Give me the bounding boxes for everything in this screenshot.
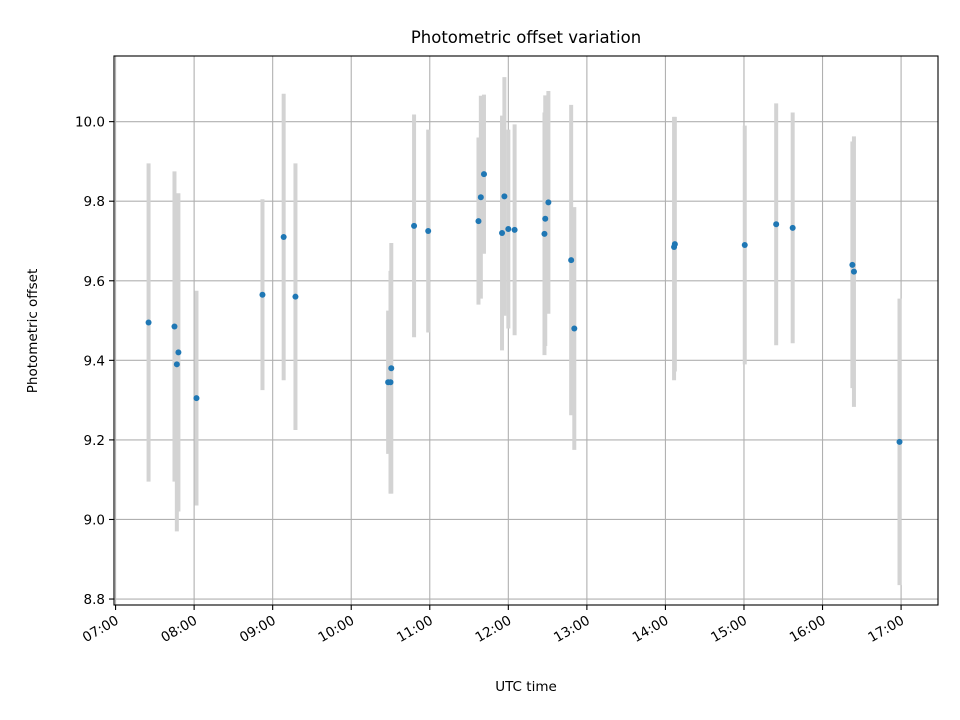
y-tick-label: 9.0 bbox=[84, 512, 105, 528]
data-point-31 bbox=[849, 261, 856, 268]
data-point-25 bbox=[571, 325, 578, 332]
data-point-10 bbox=[387, 379, 394, 386]
data-points bbox=[145, 171, 903, 445]
y-axis: 8.8 9.0 9.2 9.4 9.6 9.8 10.0 bbox=[75, 115, 114, 608]
y-tick-label: 10.0 bbox=[75, 115, 105, 131]
data-point-27 bbox=[671, 241, 678, 248]
data-point-4 bbox=[175, 349, 182, 356]
data-point-13 bbox=[425, 228, 432, 235]
data-point-24 bbox=[568, 257, 575, 264]
data-point-16 bbox=[480, 171, 487, 178]
data-point-22 bbox=[542, 215, 549, 222]
data-point-14 bbox=[475, 218, 482, 225]
data-point-17 bbox=[499, 230, 506, 237]
data-point-1 bbox=[145, 319, 152, 326]
chart-title: Photometric offset variation bbox=[411, 28, 641, 47]
data-point-11 bbox=[388, 365, 395, 372]
data-point-33 bbox=[896, 438, 903, 445]
data-point-19 bbox=[505, 226, 512, 233]
data-point-8 bbox=[292, 293, 299, 300]
data-point-29 bbox=[773, 221, 780, 228]
data-point-21 bbox=[541, 230, 548, 237]
data-point-23 bbox=[545, 199, 552, 206]
data-point-6 bbox=[259, 291, 266, 298]
data-point-20 bbox=[511, 226, 518, 233]
data-point-18 bbox=[501, 193, 508, 200]
data-point-3 bbox=[173, 361, 180, 368]
data-point-30 bbox=[789, 224, 796, 231]
x-axis-label: UTC time bbox=[495, 679, 557, 695]
plot-area-background bbox=[114, 56, 938, 605]
data-point-28 bbox=[741, 241, 748, 248]
y-axis-label: Photometric offset bbox=[25, 269, 41, 393]
y-tick-label: 9.8 bbox=[84, 194, 105, 210]
data-point-15 bbox=[477, 194, 484, 201]
plot-frame bbox=[113, 55, 939, 606]
y-tick-label: 9.6 bbox=[84, 274, 105, 290]
data-point-32 bbox=[850, 268, 857, 275]
y-tick-label: 9.4 bbox=[84, 353, 105, 369]
y-tick-label: 9.2 bbox=[84, 433, 105, 449]
data-point-12 bbox=[411, 222, 418, 229]
data-point-5 bbox=[193, 395, 200, 402]
data-point-7 bbox=[280, 234, 287, 241]
y-tick-label: 8.8 bbox=[84, 592, 105, 608]
data-point-2 bbox=[171, 323, 178, 330]
